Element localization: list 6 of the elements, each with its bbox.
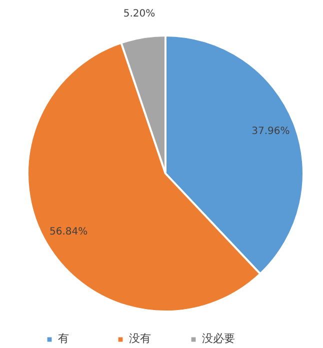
data-label: 5.20% — [123, 8, 156, 20]
legend-label: 没有 — [129, 332, 151, 346]
data-label: 37.96% — [252, 126, 290, 138]
legend-label: 有 — [58, 332, 70, 346]
data-label: 56.84% — [49, 226, 88, 238]
legend-label: 没必要 — [202, 332, 235, 346]
